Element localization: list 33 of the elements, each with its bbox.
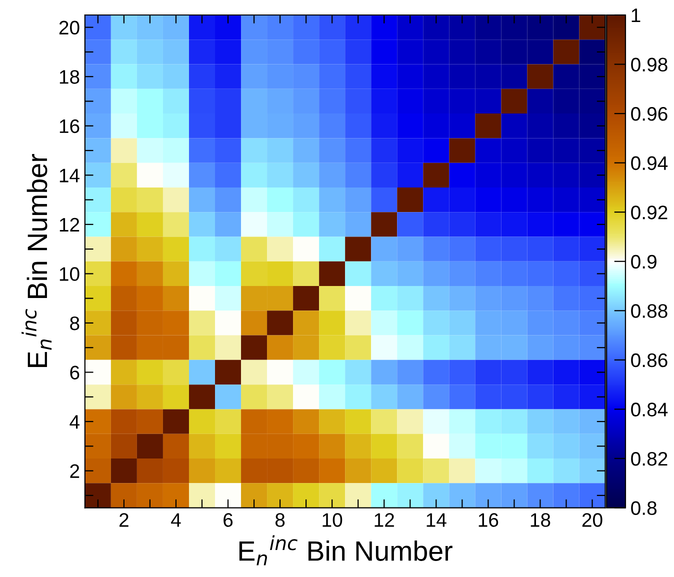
y-tick-label: 4 <box>70 415 80 429</box>
y-tick-label: 12 <box>60 218 80 232</box>
x-tick-label: 12 <box>374 513 394 527</box>
color-bar-label: 1 <box>632 8 640 22</box>
y-tick-label: 18 <box>60 70 80 84</box>
x-tick-label: 6 <box>224 513 233 527</box>
color-bar-label: 0.88 <box>631 304 668 318</box>
x-tick-label: 4 <box>171 513 181 527</box>
x-axis-title: E$_{n}$$^{inc}$ Bin Number <box>239 535 452 566</box>
x-tick-label: 16 <box>478 513 498 527</box>
color-bar-label: 0.8 <box>631 501 657 515</box>
y-axis-title: E$_{n}$$^{inc}$ Bin Number <box>22 154 52 368</box>
x-tick-label: 10 <box>322 513 342 527</box>
color-bar-label: 0.82 <box>631 452 668 466</box>
y-tick-label: 2 <box>70 464 80 478</box>
color-bar-label: 0.96 <box>631 107 668 121</box>
x-tick-label: 8 <box>275 513 285 527</box>
y-tick-label: 14 <box>60 168 80 182</box>
y-tick-label: 6 <box>70 366 80 380</box>
color-bar-label: 0.84 <box>631 402 668 416</box>
y-tick-label: 10 <box>60 267 80 281</box>
x-tick-label: 18 <box>530 513 550 527</box>
x-tick-label: 14 <box>426 513 446 527</box>
color-bar-label: 0.92 <box>631 206 668 220</box>
color-bar-label: 0.98 <box>631 58 668 72</box>
x-tick-label: 20 <box>582 513 602 527</box>
color-bar-label: 0.94 <box>631 156 668 170</box>
y-tick-label: 16 <box>60 119 80 134</box>
y-tick-label: 8 <box>70 316 80 330</box>
color-bar-label: 0.86 <box>631 353 668 368</box>
x-tick-label: 2 <box>120 513 128 527</box>
color-bar-label: 0.9 <box>631 254 656 269</box>
y-tick-label: 20 <box>59 20 80 35</box>
